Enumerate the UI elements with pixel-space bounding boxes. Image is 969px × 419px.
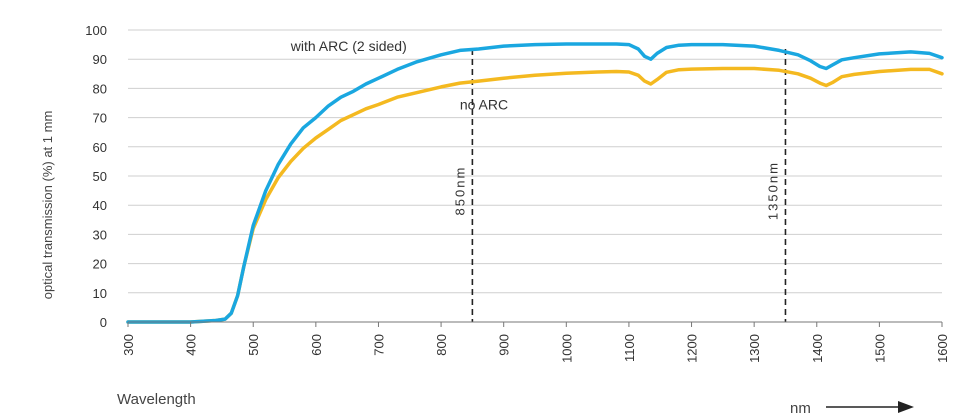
y-tick-label: 0 bbox=[100, 315, 107, 330]
x-tick-label: 300 bbox=[121, 334, 136, 356]
y-tick-label: 90 bbox=[93, 52, 107, 67]
x-tick-label: 1300 bbox=[747, 334, 762, 363]
x-tick-label: 400 bbox=[184, 334, 199, 356]
x-tick-label: 700 bbox=[371, 334, 386, 356]
x-tick-label: 500 bbox=[246, 334, 261, 356]
x-tick-label: 1000 bbox=[559, 334, 574, 363]
x-tick-label: 1200 bbox=[685, 334, 700, 363]
wavelength-markers: 850nm 1350nm bbox=[452, 48, 787, 322]
annotation-label: with ARC (2 sided) bbox=[290, 38, 407, 54]
y-tick-label: 70 bbox=[93, 111, 107, 126]
marker-label: 850nm bbox=[452, 166, 467, 216]
x-tick-label: 900 bbox=[497, 334, 512, 356]
y-tick-label: 80 bbox=[93, 81, 107, 96]
x-tick-label: 1500 bbox=[872, 334, 887, 363]
y-axis-label: optical transmission (%) at 1 mm bbox=[40, 111, 55, 300]
series-lines bbox=[126, 42, 944, 324]
x-tick-labels: 300 400 500 600 700 800 900 1000 1100 1200 1300 140… bbox=[121, 322, 950, 363]
y-tick-label: 10 bbox=[93, 286, 107, 301]
arrow-icon bbox=[826, 401, 914, 413]
y-tick-labels: 0 10 20 30 40 50 60 70 80 90 100 bbox=[85, 23, 107, 330]
y-tick-label: 30 bbox=[93, 227, 107, 242]
x-axis-unit-label: nm bbox=[790, 400, 811, 417]
annotation-label: no ARC bbox=[460, 96, 508, 112]
grid bbox=[128, 29, 942, 294]
x-axis-label: Wavelength bbox=[117, 391, 196, 408]
y-tick-label: 100 bbox=[85, 23, 107, 38]
marker-label: 1350nm bbox=[765, 161, 780, 220]
annotations: with ARC (2 sided) no ARC bbox=[290, 38, 508, 112]
y-tick-label: 60 bbox=[93, 140, 107, 155]
series-line bbox=[126, 66, 944, 324]
y-tick-label: 20 bbox=[93, 257, 107, 272]
y-tick-label: 40 bbox=[93, 198, 107, 213]
x-tick-label: 1100 bbox=[622, 334, 637, 362]
x-tick-label: 1400 bbox=[810, 334, 825, 363]
x-tick-label: 600 bbox=[309, 334, 324, 356]
x-tick-label: 1600 bbox=[935, 334, 950, 363]
y-tick-label: 50 bbox=[93, 169, 107, 184]
x-tick-label: 800 bbox=[434, 334, 449, 356]
series-line bbox=[126, 42, 944, 324]
